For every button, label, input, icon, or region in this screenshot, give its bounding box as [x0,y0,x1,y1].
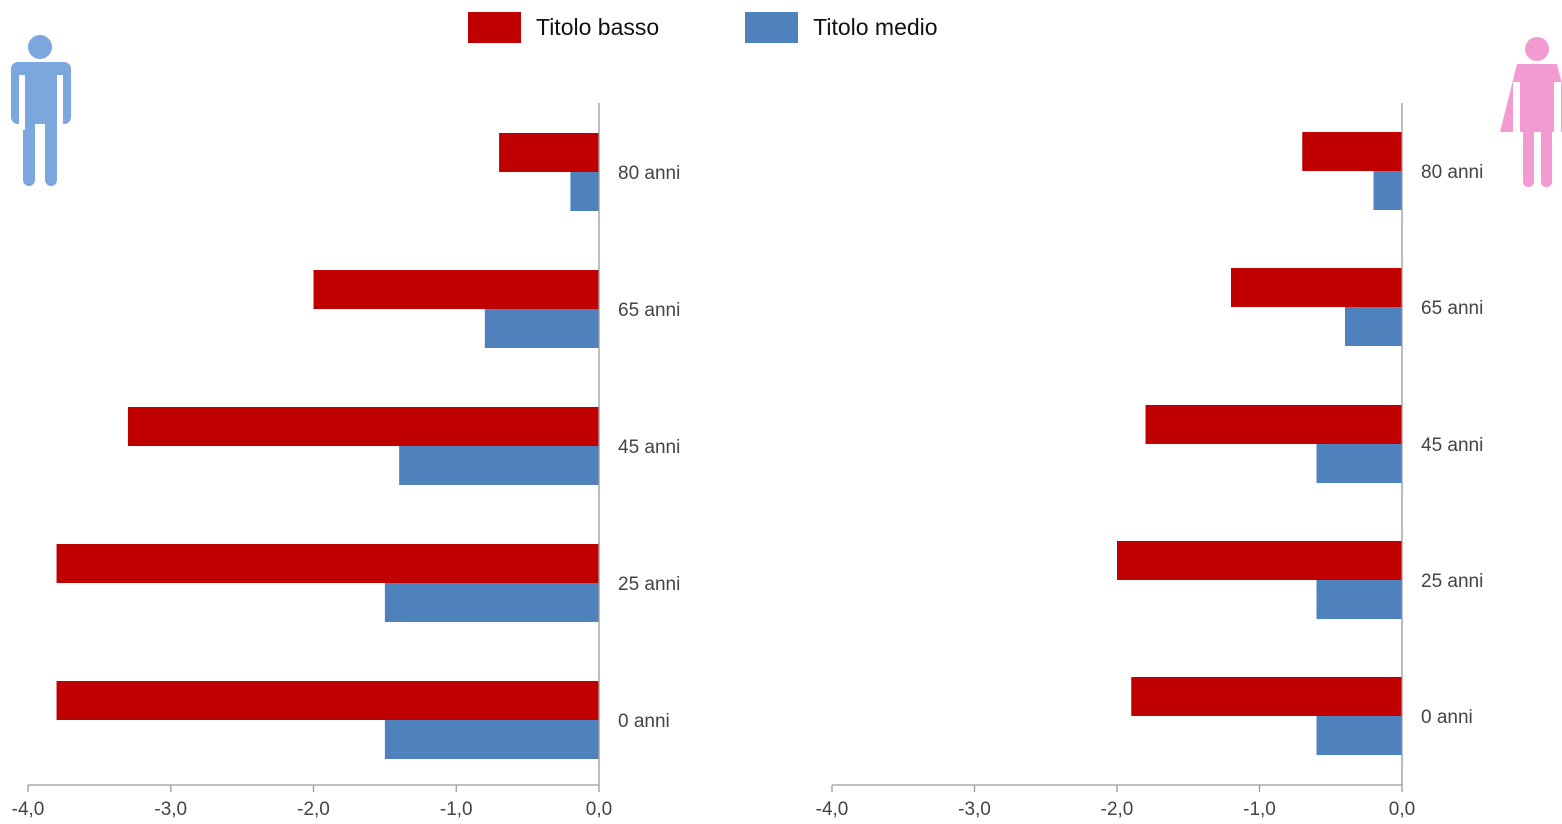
female-bar-titolo-medio-80-anni [1373,171,1402,210]
male-bar-titolo-basso-65-anni [313,270,599,309]
male-bar-titolo-basso-0-anni [56,681,600,720]
male-tick-label-0: -4,0 [12,799,45,820]
female-category-label-25-anni: 25 anni [1421,571,1483,592]
female-bar-titolo-basso-65-anni [1231,268,1402,307]
male-bar-titolo-basso-25-anni [56,544,600,583]
male-category-label-0-anni: 0 anni [618,711,670,732]
female-tick-label-3: -1,0 [1243,799,1276,820]
male-tick-label-3: -1,0 [440,799,473,820]
male-bar-titolo-medio-80-anni [570,172,599,211]
legend-swatch-titolo-medio [745,12,799,43]
male-category-label-25-anni: 25 anni [618,574,680,595]
male-bar-titolo-medio-45-anni [399,446,599,485]
female-tick-label-2: -2,0 [1101,799,1134,820]
female-category-label-65-anni: 65 anni [1421,298,1483,319]
male-tick-label-4: 0,0 [586,799,612,820]
female-bar-titolo-basso-25-anni [1117,541,1402,580]
male-bar-titolo-basso-80-anni [499,133,599,172]
male-bar-titolo-medio-65-anni [484,309,599,348]
legend-item-titolo-basso: Titolo basso [468,12,659,43]
legend-label-titolo-basso: Titolo basso [536,14,660,40]
female-bar-titolo-medio-45-anni [1316,444,1402,483]
female-category-label-80-anni: 80 anni [1421,162,1483,183]
female-bar-titolo-basso-80-anni [1302,132,1402,171]
male-person-icon [11,35,71,186]
female-category-label-45-anni: 45 anni [1421,435,1483,456]
female-tick-label-0: -4,0 [816,799,849,820]
female-bar-titolo-medio-0-anni [1316,716,1402,755]
female-bar-titolo-basso-45-anni [1145,405,1402,444]
male-tick-label-2: -2,0 [297,799,330,820]
legend-label-titolo-medio: Titolo medio [813,14,938,40]
male-category-label-65-anni: 65 anni [618,300,680,321]
female-bar-titolo-medio-65-anni [1345,307,1402,346]
female-tick-label-4: 0,0 [1389,799,1415,820]
male-bar-titolo-medio-25-anni [384,583,599,622]
male-category-label-80-anni: 80 anni [618,163,680,184]
legend-swatch-titolo-basso [468,12,521,43]
male-tick-label-1: -3,0 [154,799,187,820]
male-category-label-45-anni: 45 anni [618,437,680,458]
male-bar-titolo-medio-0-anni [384,720,599,759]
female-tick-label-1: -3,0 [958,799,991,820]
legend: Titolo basso Titolo medio [468,12,1024,43]
male-bar-titolo-basso-45-anni [127,407,600,446]
legend-item-titolo-medio: Titolo medio [745,12,938,43]
female-category-label-0-anni: 0 anni [1421,707,1473,728]
female-bar-titolo-basso-0-anni [1131,677,1402,716]
female-person-icon [1500,37,1562,187]
female-bar-titolo-medio-25-anni [1316,580,1402,619]
